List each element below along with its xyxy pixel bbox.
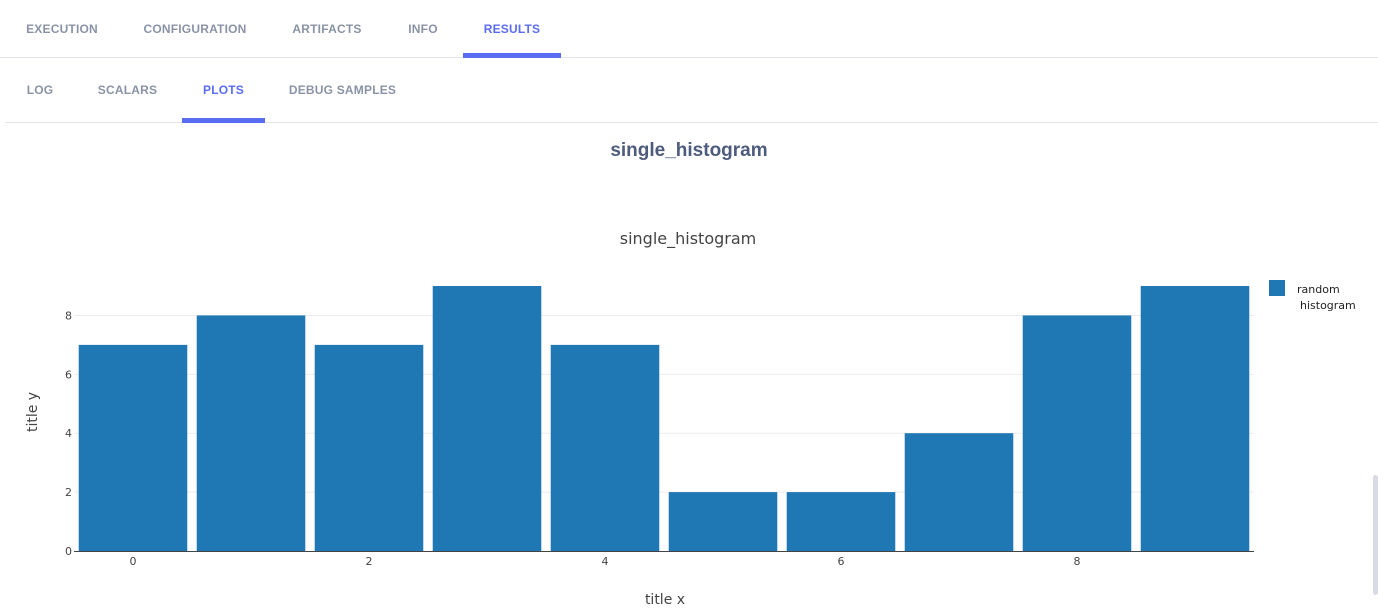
sub-tab-bar: LOG SCALARS PLOTS DEBUG SAMPLES — [5, 58, 1378, 123]
histogram-bar[interactable] — [432, 286, 542, 551]
tab-label: PLOTS — [202, 83, 244, 97]
y-tick-label: 8 — [65, 309, 72, 322]
tab-scalars[interactable]: SCALARS — [75, 58, 180, 122]
scrollbar-thumb[interactable] — [1373, 475, 1378, 595]
x-tick-label: 4 — [602, 555, 609, 568]
chart-title: single_histogram — [620, 229, 756, 249]
main-tab-bar: EXECUTION CONFIGURATION ARTIFACTS INFO R… — [0, 0, 1378, 58]
tab-label: CONFIGURATION — [143, 21, 247, 36]
tab-configuration[interactable]: CONFIGURATION — [119, 0, 271, 57]
active-tab-indicator — [463, 53, 561, 58]
x-tick-label: 8 — [1074, 555, 1081, 568]
tab-label: LOG — [26, 83, 54, 97]
histogram-bar[interactable] — [550, 344, 660, 551]
x-tick-label: 2 — [366, 555, 373, 568]
tab-label: EXECUTION — [26, 21, 98, 36]
histogram-bar[interactable] — [904, 433, 1014, 551]
histogram-bar[interactable] — [668, 492, 778, 551]
tab-plots[interactable]: PLOTS — [182, 58, 265, 123]
active-tab-indicator — [182, 118, 265, 123]
tab-label: RESULTS — [483, 21, 541, 36]
plot-section-title: single_histogram — [610, 140, 768, 161]
y-tick-label: 0 — [65, 545, 72, 558]
tab-artifacts[interactable]: ARTIFACTS — [271, 0, 383, 57]
y-tick-label: 2 — [65, 486, 72, 499]
histogram-bar[interactable] — [1022, 315, 1132, 551]
tab-log[interactable]: LOG — [5, 58, 75, 122]
legend-entry: random histogram — [1297, 283, 1356, 312]
tab-info[interactable]: INFO — [383, 0, 463, 57]
y-tick-label: 6 — [65, 368, 72, 381]
x-axis-label: title x — [645, 592, 685, 608]
histogram-bar[interactable] — [78, 344, 188, 551]
histogram-bar[interactable] — [1140, 286, 1250, 551]
histogram-bar[interactable] — [314, 344, 424, 551]
bars — [78, 286, 1250, 551]
tab-label: INFO — [408, 21, 438, 36]
x-tick-label: 0 — [130, 555, 137, 568]
histogram-chart: single_histogram 0 2 4 6 8 0 2 4 6 8 title x titl… — [25, 229, 1356, 608]
axes: 0 2 4 6 8 0 2 4 6 8 — [65, 309, 1254, 568]
tab-label: DEBUG SAMPLES — [288, 83, 397, 97]
tab-results[interactable]: RESULTS — [463, 0, 561, 58]
tab-label: ARTIFACTS — [292, 21, 362, 36]
tab-execution[interactable]: EXECUTION — [5, 0, 119, 57]
y-tick-label: 4 — [65, 427, 72, 440]
tab-debug-samples[interactable]: DEBUG SAMPLES — [265, 58, 420, 122]
histogram-bar[interactable] — [786, 492, 896, 551]
legend-swatch — [1269, 280, 1285, 296]
legend[interactable]: random histogram — [1269, 280, 1356, 312]
y-axis-label: title y — [25, 392, 41, 432]
x-tick-label: 6 — [838, 555, 845, 568]
histogram-bar[interactable] — [196, 315, 306, 551]
tab-label: SCALARS — [97, 83, 158, 97]
